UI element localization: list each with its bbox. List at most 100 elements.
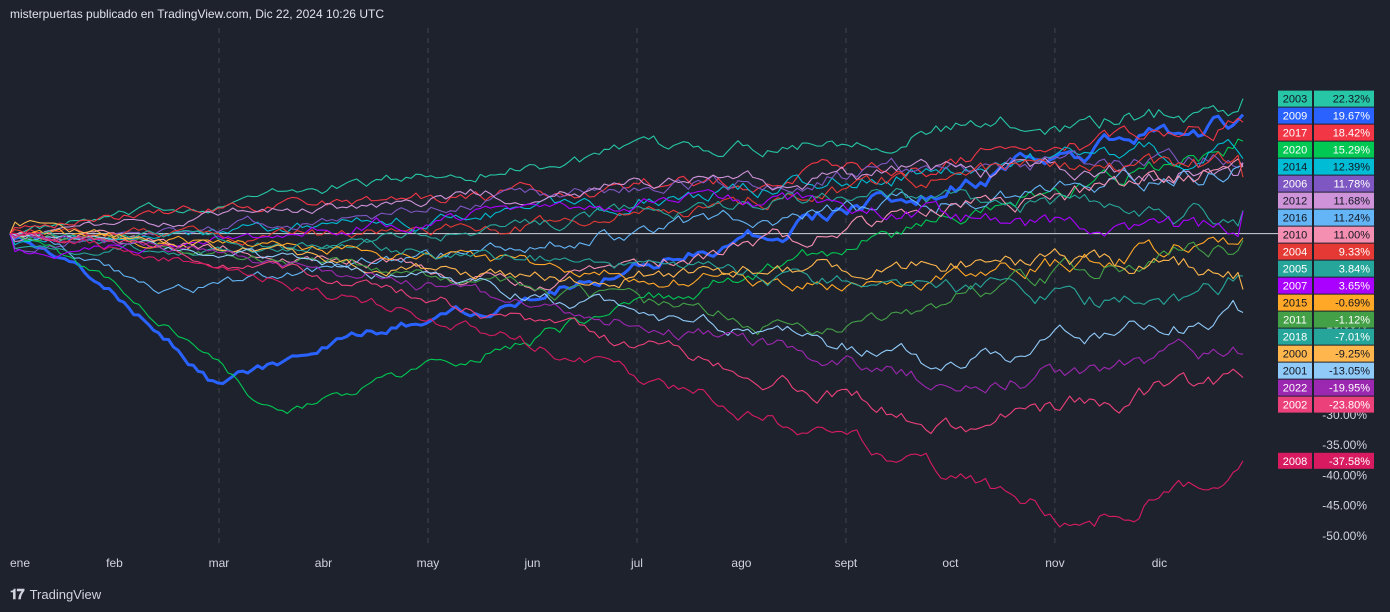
brand-name[interactable]: TradingView <box>29 587 102 602</box>
legend-year-box <box>1278 294 1312 311</box>
x-tick-label: jul <box>630 556 643 570</box>
legend-year-label: 2007 <box>1283 281 1307 293</box>
legend-year-label: 2020 <box>1283 145 1307 157</box>
legend-year-label: 2011 <box>1283 315 1307 327</box>
legend-year-box <box>1278 311 1312 328</box>
legend-year-box <box>1278 226 1312 243</box>
legend-year-label: 2015 <box>1283 298 1307 310</box>
series-line-2020 <box>9 138 1244 415</box>
legend-year-label: 2002 <box>1283 400 1307 412</box>
legend-year-box <box>1278 277 1312 294</box>
x-axis: ene feb mar abr may jun jul ago sept oct nov dic <box>10 556 1167 570</box>
series-line-2018 <box>9 230 1244 309</box>
legend-year-box <box>1278 90 1312 107</box>
legend-year-label: 2010 <box>1283 230 1307 242</box>
legend-value-box <box>1314 243 1374 260</box>
series-line-2005 <box>9 187 1244 256</box>
legend-value-label: -7.01% <box>1335 332 1370 344</box>
x-tick-label: ene <box>10 556 30 570</box>
legend-year-label: 2016 <box>1283 213 1307 225</box>
legend-year-label: 2014 <box>1283 162 1307 174</box>
legend-value-box <box>1314 452 1374 469</box>
legend-value-box <box>1314 328 1374 345</box>
legend-value-label: 9.33% <box>1339 247 1370 259</box>
legend-value-box <box>1314 260 1374 277</box>
legend-value-box <box>1314 158 1374 175</box>
x-tick-label: dic <box>1152 556 1167 570</box>
series-line-2010 <box>9 158 1244 292</box>
legend-value-box <box>1314 141 1374 158</box>
legend-year-box <box>1278 345 1312 362</box>
legend-value-box <box>1314 396 1374 413</box>
legend-year-box <box>1278 452 1312 469</box>
legend-value-label: 11.00% <box>1334 230 1371 242</box>
y-tick-label: -45.00% <box>1322 499 1367 513</box>
legend-year-box <box>1278 379 1312 396</box>
legend-year-box <box>1278 141 1312 158</box>
legend-value-label: -23.80% <box>1329 400 1370 412</box>
series-line-2022 <box>9 232 1244 394</box>
legend-year-box <box>1278 175 1312 192</box>
legend-year-box <box>1278 328 1312 345</box>
footer: 𝟏𝟕 TradingView <box>10 586 101 603</box>
series-line-2003 <box>9 98 1244 236</box>
series-line-2016 <box>9 165 1244 294</box>
legend-value-label: -9.25% <box>1335 349 1370 361</box>
legend-year-label: 2000 <box>1283 349 1307 361</box>
series-line-2006 <box>9 148 1244 253</box>
legend-value-box <box>1314 90 1374 107</box>
legend-value-box <box>1314 345 1374 362</box>
legend-year-box <box>1278 107 1312 124</box>
x-tick-label: feb <box>106 556 123 570</box>
legend-year-label: 2003 <box>1283 94 1307 106</box>
legend-value-label: 12.39% <box>1333 162 1371 174</box>
x-tick-label: nov <box>1045 556 1064 570</box>
series-line-2004 <box>9 151 1244 246</box>
y-tick-label: -40.00% <box>1322 468 1367 482</box>
legend-year-box <box>1278 362 1312 379</box>
legend-year-label: 2004 <box>1283 247 1307 259</box>
legend-value-box <box>1314 124 1374 141</box>
series-lines <box>8 98 1245 528</box>
legend-year-box <box>1278 158 1312 175</box>
legend-year-label: 2006 <box>1283 179 1307 191</box>
x-tick-label: jun <box>523 556 540 570</box>
legend-value-label: -1.12% <box>1335 315 1370 327</box>
legend-value-box <box>1314 175 1374 192</box>
series-line-2009 <box>8 113 1245 385</box>
series-line-2001 <box>9 233 1244 372</box>
y-tick-label: -50.00% <box>1322 529 1367 543</box>
legend-value-box <box>1314 209 1374 226</box>
legend-value-box <box>1314 192 1374 209</box>
legend-value-label: 3.84% <box>1339 264 1370 276</box>
tradingview-logo-icon[interactable]: 𝟏𝟕 <box>10 586 25 602</box>
legend-year-label: 2018 <box>1283 332 1307 344</box>
legend-value-label: 18.42% <box>1333 128 1371 140</box>
x-tick-label: oct <box>942 556 959 570</box>
legend-year-label: 2022 <box>1283 383 1307 395</box>
legend-value-label: 15.29% <box>1333 145 1371 157</box>
legend-year-box <box>1278 192 1312 209</box>
series-line-2011 <box>9 233 1244 336</box>
x-tick-label: mar <box>209 556 230 570</box>
legend-year-label: 2005 <box>1283 264 1307 276</box>
x-tick-label: ago <box>731 556 751 570</box>
legend-year-label: 2017 <box>1283 128 1307 140</box>
legend-value-label: -37.58% <box>1329 456 1370 468</box>
legend-value-label: -0.69% <box>1335 298 1370 310</box>
legend-year-label: 2001 <box>1283 366 1307 378</box>
x-tick-label: abr <box>315 556 332 570</box>
legend-value-label: 11.68% <box>1334 196 1371 208</box>
legend-year-box <box>1278 396 1312 413</box>
legend-value-box <box>1314 311 1374 328</box>
series-line-2000 <box>9 220 1244 290</box>
legend-value-label: 19.67% <box>1333 111 1371 123</box>
legend-value-box <box>1314 362 1374 379</box>
legend-labels: 2003 22.32% 2009 19.67% 2017 18.42% 2020 15.29%… <box>1278 90 1374 469</box>
legend-year-box <box>1278 260 1312 277</box>
series-line-2012 <box>9 157 1244 243</box>
legend-year-label: 2008 <box>1283 456 1307 468</box>
legend-value-box <box>1314 379 1374 396</box>
legend-value-label: -13.05% <box>1329 366 1370 378</box>
